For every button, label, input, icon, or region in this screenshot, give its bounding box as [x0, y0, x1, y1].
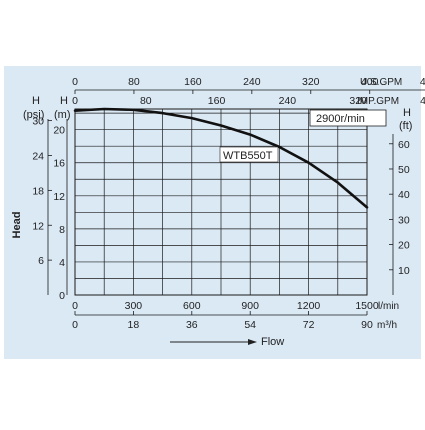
axis-label-psi-unit: (psi)	[23, 109, 44, 121]
xlabel-flow: Flow	[261, 336, 284, 348]
tick-label-usgpm: 400	[361, 76, 379, 88]
axis-label-usgpm: U.S.GPM	[360, 77, 402, 88]
tick-label-lmin: 300	[125, 300, 143, 312]
tick-label-impgpm: 160	[208, 95, 226, 107]
tick-label-m3h: 18	[128, 319, 140, 331]
tick-label-m: 4	[59, 257, 65, 269]
axis-label-ft-h: H	[403, 107, 411, 119]
tick-label-impgpm: 320	[349, 95, 367, 107]
tick-label-ft: 10	[398, 265, 410, 277]
tick-label-lmin: 0	[72, 300, 78, 312]
tick-label-lmin: 1200	[297, 300, 321, 312]
tick-label-m: 8	[59, 224, 65, 236]
flow-arrow-head	[248, 339, 257, 345]
tick-label-psi: 24	[32, 151, 44, 163]
tick-label-m: 12	[53, 191, 65, 203]
curve-layer	[73, 107, 369, 209]
tick-label-psi: 30	[32, 116, 44, 128]
axis-label-m3h: m³/h	[377, 320, 397, 331]
tick-label-m: 16	[53, 158, 65, 170]
tick-label-lmin: 600	[183, 300, 201, 312]
tick-label-m3h: 72	[303, 319, 315, 331]
tick-label-ft: 60	[398, 139, 410, 151]
tick-label-ft: 20	[398, 240, 410, 252]
tick-label-usgpm: 240	[243, 76, 261, 88]
tick-label-m3h: 0	[72, 319, 78, 331]
axis-label-psi-h: H	[32, 95, 40, 107]
tick-label-lmin: 900	[241, 300, 259, 312]
tick-label-ft: 50	[398, 164, 410, 176]
series-label: WTB550T	[223, 150, 273, 162]
tick-label-m3h: 36	[186, 319, 198, 331]
tick-label-psi: 12	[32, 220, 44, 232]
axis-label-m-unit: (m)	[54, 109, 71, 121]
tick-label-impgpm: 80	[140, 95, 152, 107]
tick-label-usgpm: 480	[420, 76, 425, 88]
ylabel-head: Head	[11, 212, 23, 239]
tick-label-ft: 40	[398, 189, 410, 201]
speed-label: 2900r/min	[316, 113, 365, 125]
tick-label-usgpm: 0	[72, 76, 78, 88]
tick-label-m3h: 54	[244, 319, 256, 331]
tick-label-usgpm: 80	[128, 76, 140, 88]
tick-label-m3h: 90	[361, 319, 373, 331]
axis-label-m-h: H	[60, 95, 68, 107]
tick-label-m: 0	[59, 290, 65, 302]
tick-label-psi: 6	[38, 255, 44, 267]
grid-lines	[47, 89, 425, 316]
tick-label-impgpm: 240	[279, 95, 297, 107]
tick-label-m: 20	[53, 125, 65, 137]
tick-label-impgpm: 400	[420, 95, 425, 107]
axis-label-lmin: l/min	[378, 301, 399, 312]
tick-label-usgpm: 160	[184, 76, 202, 88]
axis-label-ft-unit: (ft)	[399, 120, 412, 132]
tick-label-usgpm: 320	[302, 76, 320, 88]
tick-label-lmin: 1500	[355, 300, 379, 312]
series-label-box	[219, 146, 279, 163]
speed-box	[309, 109, 387, 127]
axis-label-impgpm: IMP.GPM	[357, 96, 399, 107]
tick-label-impgpm: 0	[72, 95, 78, 107]
series-line-wtb550t	[73, 107, 369, 209]
tick-label-ft: 30	[398, 214, 410, 226]
tick-label-psi: 18	[32, 185, 44, 197]
